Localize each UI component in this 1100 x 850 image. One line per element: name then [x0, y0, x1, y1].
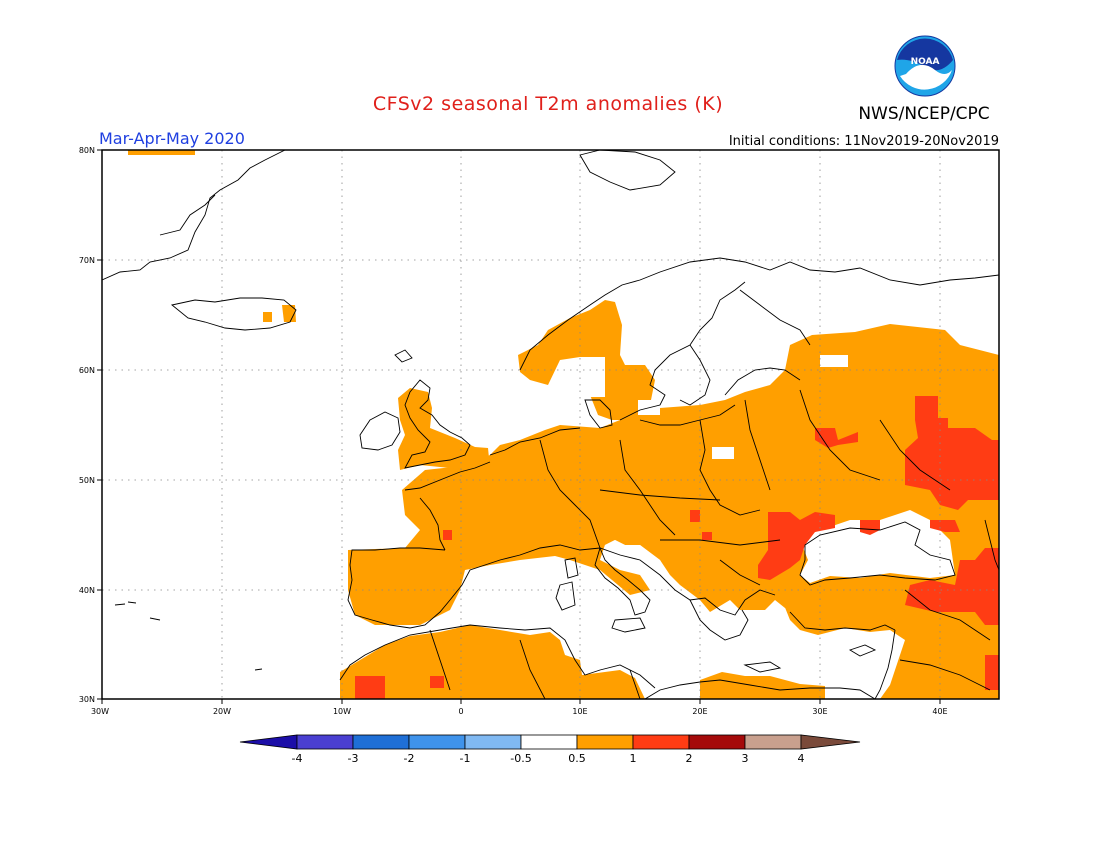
colorbar-arrow-high	[800, 734, 861, 750]
axis-ticks	[97, 149, 941, 704]
coastlines	[102, 150, 999, 699]
colorbar-swatch	[632, 734, 690, 750]
colorbar-tick-label: 3	[742, 752, 749, 765]
colorbar-swatch	[464, 734, 522, 750]
colorbar-swatch	[576, 734, 634, 750]
anomaly-map	[102, 150, 999, 699]
colorbar-swatch	[688, 734, 746, 750]
lat-tick-label: 60N	[79, 366, 95, 375]
colorbar-tick-label: 1	[630, 752, 637, 765]
anomaly-fill-red	[355, 396, 999, 699]
lon-tick-label: 0	[458, 707, 463, 716]
colorbar-arrow-low	[239, 734, 298, 750]
colorbar-tick-label: -3	[348, 752, 359, 765]
lon-tick-label: 20W	[213, 707, 231, 716]
noaa-logo-icon: NOAA	[894, 35, 956, 97]
colorbar-swatch	[408, 734, 466, 750]
lon-tick-labels: 30W 20W 10W 0 10E 20E 30E 40E	[91, 707, 948, 716]
colorbar-tick-label: 2	[686, 752, 693, 765]
lon-tick-label: 10E	[572, 707, 587, 716]
lon-tick-label: 30W	[91, 707, 109, 716]
map-frame	[101, 149, 1000, 700]
colorbar-tick-label: -2	[404, 752, 415, 765]
colorbar-swatch	[744, 734, 802, 750]
initial-conditions: Initial conditions: 11Nov2019-20Nov2019	[729, 134, 999, 149]
lat-tick-label: 80N	[79, 146, 95, 155]
colorbar-tick-label: -1	[460, 752, 471, 765]
lat-tick-labels: 80N 70N 60N 50N 40N 30N	[79, 146, 95, 704]
colorbar-tick-label: 4	[798, 752, 805, 765]
colorbar-swatch	[520, 734, 578, 750]
colorbar-swatch	[296, 734, 354, 750]
lat-tick-label: 50N	[79, 476, 95, 485]
season-label: Mar-Apr-May 2020	[99, 129, 245, 148]
lat-tick-label: 40N	[79, 586, 95, 595]
map-title: CFSv2 seasonal T2m anomalies (K)	[373, 93, 723, 115]
lon-tick-label: 30E	[812, 707, 827, 716]
lon-tick-label: 40E	[932, 707, 947, 716]
lat-tick-label: 30N	[79, 695, 95, 704]
svg-text:NOAA: NOAA	[911, 57, 940, 67]
colorbar: -4 -3 -2 -1 -0.5 0.5 1 2 3 4	[239, 734, 861, 765]
colorbar-tick-label: 0.5	[568, 752, 586, 765]
colorbar-tick-label: -4	[292, 752, 303, 765]
lon-tick-label: 10W	[333, 707, 351, 716]
graticule	[102, 150, 999, 699]
agency-label: NWS/NCEP/CPC	[858, 104, 989, 124]
colorbar-tick-label: -0.5	[510, 752, 531, 765]
colorbar-swatch	[352, 734, 410, 750]
lon-tick-label: 20E	[692, 707, 707, 716]
lat-tick-label: 70N	[79, 256, 95, 265]
